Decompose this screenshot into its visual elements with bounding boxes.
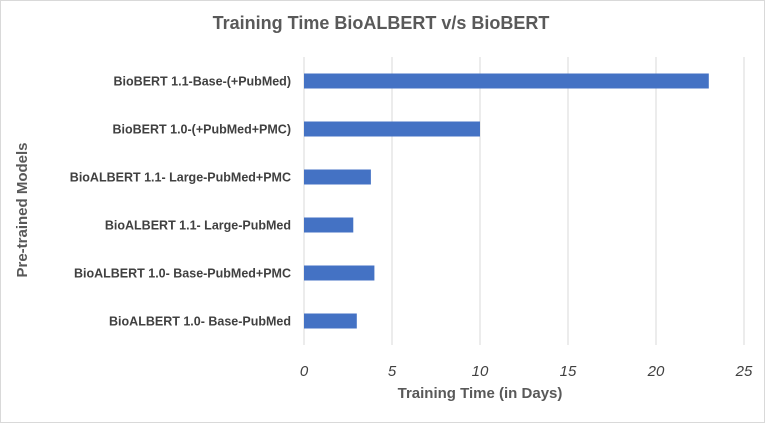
- category-labels: BioBERT 1.1-Base-(+PubMed) BioBERT 1.0-(+…: [70, 75, 291, 329]
- category-label: BioALBERT 1.0- Base-PubMed: [109, 315, 291, 329]
- bar: [304, 217, 354, 233]
- bar: [304, 265, 375, 281]
- x-tick-label: 5: [388, 363, 397, 380]
- bar: [304, 169, 371, 185]
- x-tick-label: 25: [735, 363, 753, 380]
- bar: [304, 121, 480, 137]
- category-label: BioALBERT 1.0- Base-PubMed+PMC: [74, 267, 291, 281]
- category-label: BioALBERT 1.1- Large-PubMed+PMC: [70, 171, 291, 185]
- category-label: BioALBERT 1.1- Large-PubMed: [105, 219, 291, 233]
- gridlines: [303, 57, 745, 345]
- category-label: BioBERT 1.1-Base-(+PubMed): [114, 75, 291, 89]
- x-tick-label: 10: [472, 363, 489, 380]
- bar: [304, 313, 357, 329]
- bars: [304, 73, 709, 329]
- x-axis-label: Training Time (in Days): [398, 385, 563, 402]
- x-tick-label: 0: [300, 363, 309, 380]
- y-axis-label: Pre-trained Models: [14, 142, 31, 277]
- category-label: BioBERT 1.0-(+PubMed+PMC): [113, 123, 292, 137]
- x-tick-label: 15: [560, 363, 577, 380]
- chart-title: Training Time BioALBERT v/s BioBERT: [213, 13, 550, 33]
- x-tick-label: 20: [647, 363, 665, 380]
- bar: [304, 73, 709, 89]
- x-tick-labels: 0 5 10 15 20 25: [300, 363, 753, 380]
